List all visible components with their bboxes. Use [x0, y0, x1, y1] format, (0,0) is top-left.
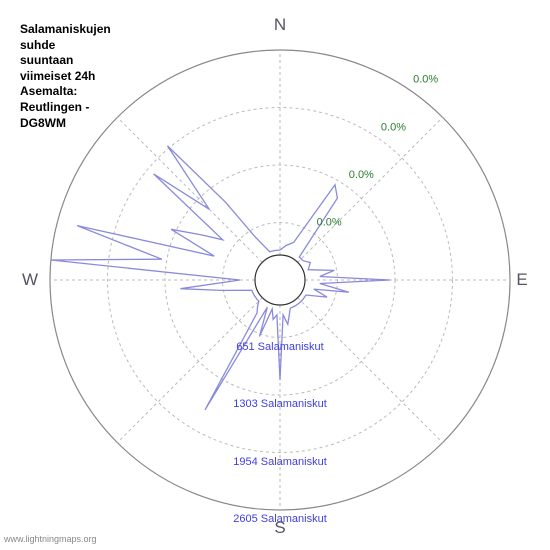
svg-text:0.0%: 0.0% [349, 169, 374, 181]
credit-text: www.lightningmaps.org [4, 534, 97, 544]
polar-chart-container: Salamaniskujen suhde suuntaan viimeiset … [0, 0, 550, 550]
svg-text:0.0%: 0.0% [381, 121, 406, 133]
svg-text:0.0%: 0.0% [317, 217, 342, 229]
svg-text:2605 Salamaniskut: 2605 Salamaniskut [233, 513, 327, 525]
svg-text:W: W [22, 270, 38, 289]
svg-text:1954 Salamaniskut: 1954 Salamaniskut [233, 456, 327, 468]
svg-text:E: E [516, 270, 527, 289]
svg-text:651 Salamaniskut: 651 Salamaniskut [236, 341, 323, 353]
svg-text:N: N [274, 15, 286, 34]
data-series [51, 146, 390, 410]
polar-chart-svg: NSEW 0.0%0.0%0.0%0.0% 651 Salamaniskut13… [0, 0, 550, 550]
svg-text:0.0%: 0.0% [413, 74, 438, 86]
center-hole [255, 255, 305, 305]
svg-text:1303 Salamaniskut: 1303 Salamaniskut [233, 398, 327, 410]
